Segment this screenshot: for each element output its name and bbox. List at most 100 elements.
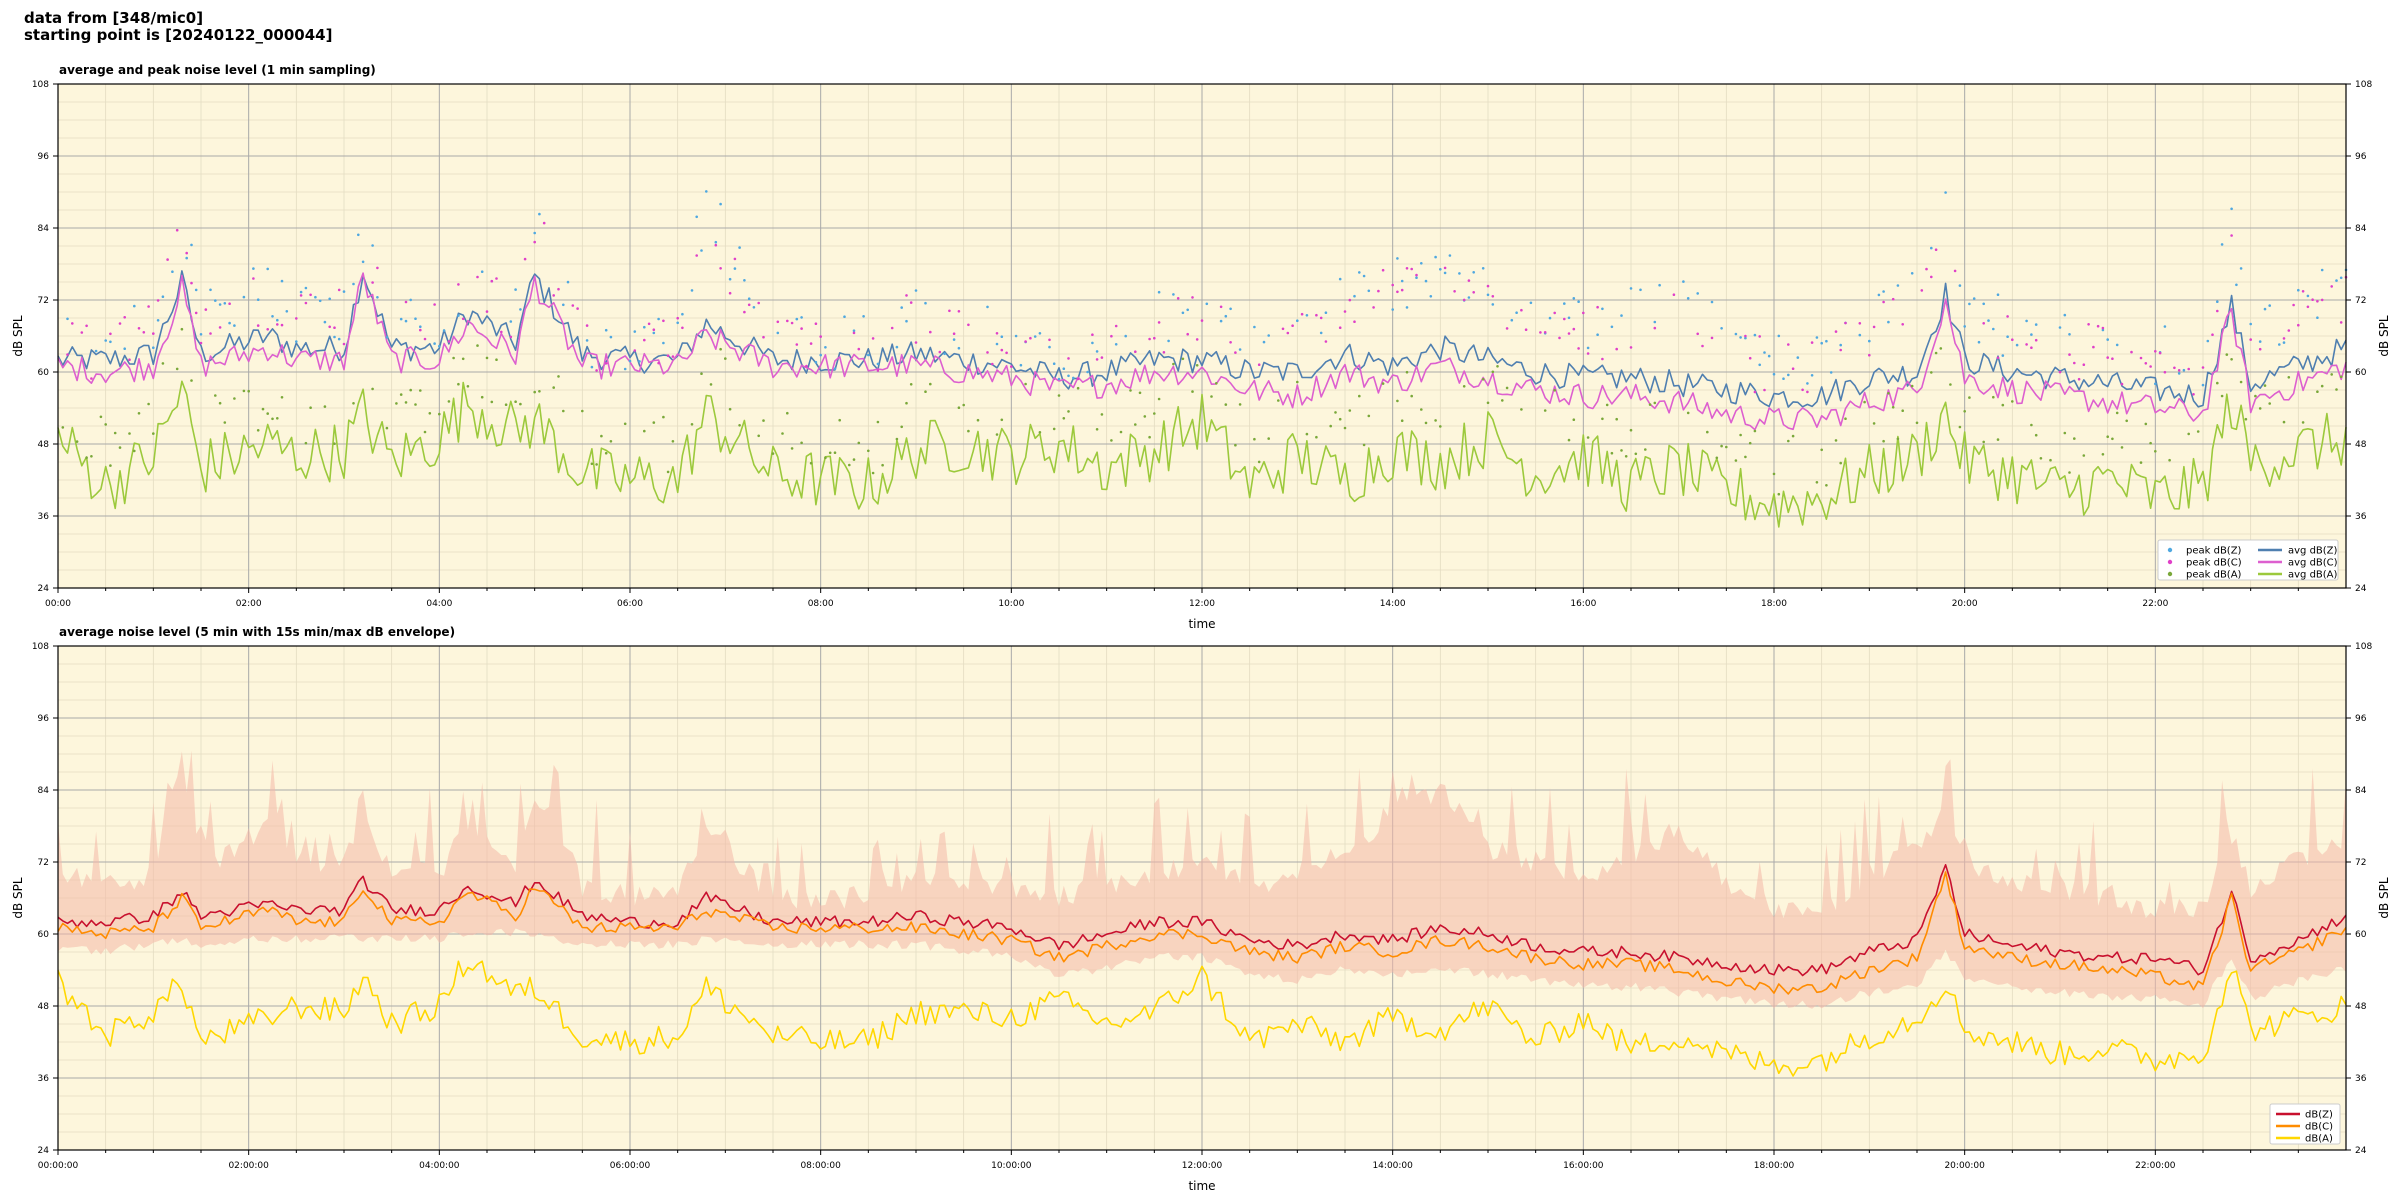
peak-point — [576, 307, 579, 310]
peak-point — [1219, 319, 1223, 323]
peak-point — [2278, 343, 2281, 346]
peak-point — [166, 258, 169, 261]
peak-point — [2001, 403, 2005, 407]
peak-point — [1396, 257, 1399, 260]
peak-point — [590, 462, 594, 466]
y-tick-label-right: 24 — [2355, 1146, 2367, 1156]
peak-point — [409, 298, 413, 302]
peak-point — [328, 325, 332, 329]
peak-point — [2058, 326, 2062, 329]
peak-point — [1753, 390, 1757, 394]
peak-point — [595, 463, 598, 466]
peak-point — [757, 434, 760, 438]
y-tick-label-right: 108 — [2355, 80, 2372, 90]
peak-point — [419, 389, 422, 392]
peak-point — [1358, 271, 1361, 274]
x-tick-label: 18:00:00 — [1754, 1161, 1795, 1171]
peak-point — [1753, 429, 1757, 433]
peak-point — [2154, 350, 2157, 353]
y-tick-label: 48 — [38, 1002, 50, 1012]
peak-point — [1782, 377, 1785, 381]
peak-point — [1029, 336, 1032, 340]
peak-point — [833, 451, 837, 455]
peak-point — [333, 326, 336, 330]
peak-point — [943, 352, 946, 356]
peak-point — [1267, 437, 1270, 440]
peak-point — [581, 409, 584, 413]
peak-point — [905, 294, 908, 297]
peak-point — [705, 190, 708, 193]
peak-point — [2201, 366, 2205, 369]
peak-point — [1815, 336, 1819, 339]
peak-point — [128, 432, 131, 435]
peak-point — [314, 295, 317, 299]
peak-point — [1644, 448, 1647, 451]
peak-point — [2120, 446, 2124, 449]
x-tick-label: 12:00:00 — [1182, 1161, 1223, 1171]
y-tick-label: 96 — [38, 152, 50, 162]
peak-point — [2068, 471, 2071, 474]
peak-point — [299, 290, 303, 294]
peak-point — [609, 440, 613, 443]
peak-point — [585, 324, 589, 327]
peak-point — [1787, 439, 1790, 443]
peak-point — [1086, 370, 1089, 374]
peak-point — [1934, 248, 1938, 251]
peak-point — [1238, 403, 1242, 406]
peak-point — [361, 260, 365, 264]
peak-point — [1791, 434, 1795, 438]
peak-point — [1019, 363, 1023, 367]
y-tick-label-right: 36 — [2355, 512, 2367, 522]
peak-point — [304, 286, 308, 290]
peak-point — [1076, 377, 1080, 381]
peak-point — [795, 317, 799, 321]
peak-point — [1181, 311, 1185, 315]
peak-point — [1238, 348, 1242, 351]
peak-point — [295, 340, 298, 343]
peak-point — [1296, 380, 1299, 384]
y-tick-label: 96 — [38, 714, 50, 724]
peak-point — [280, 323, 284, 327]
peak-point — [948, 309, 951, 313]
peak-point — [1410, 394, 1413, 398]
peak-point — [1415, 273, 1418, 277]
peak-point — [1801, 388, 1804, 392]
peak-point — [1615, 347, 1618, 351]
peak-point — [1825, 339, 1828, 343]
peak-point — [914, 289, 918, 292]
peak-point — [623, 422, 627, 426]
legend-label: dB(C) — [2305, 1122, 2333, 1133]
peak-point — [1420, 408, 1423, 411]
peak-point — [85, 324, 88, 328]
y-tick-label-right: 48 — [2355, 440, 2367, 450]
peak-point — [1186, 332, 1189, 336]
x-tick-label: 06:00:00 — [610, 1161, 651, 1171]
peak-point — [104, 423, 107, 426]
peak-point — [1601, 417, 1604, 421]
peak-point — [1596, 305, 1599, 309]
peak-point — [895, 345, 899, 349]
peak-point — [1620, 314, 1623, 317]
peak-point — [1958, 284, 1962, 287]
x-tick-label: 10:00:00 — [991, 1161, 1032, 1171]
peak-point — [209, 332, 212, 335]
peak-point — [1648, 403, 1652, 406]
peak-point — [676, 321, 679, 325]
peak-point — [476, 344, 479, 347]
peak-point — [1715, 456, 1719, 460]
peak-point — [395, 402, 398, 405]
y-tick-label: 72 — [38, 296, 49, 306]
peak-point — [2001, 354, 2005, 357]
peak-point — [1958, 425, 1962, 429]
peak-point — [1305, 314, 1309, 317]
peak-point — [147, 305, 150, 308]
peak-point — [809, 461, 813, 465]
peak-point — [2311, 298, 2314, 302]
peak-point — [2092, 345, 2095, 349]
peak-point — [848, 463, 851, 467]
peak-point — [1396, 290, 1399, 294]
peak-point — [1467, 296, 1471, 299]
peak-point — [242, 389, 246, 393]
peak-point — [1910, 384, 1914, 388]
peak-point — [1329, 424, 1332, 428]
